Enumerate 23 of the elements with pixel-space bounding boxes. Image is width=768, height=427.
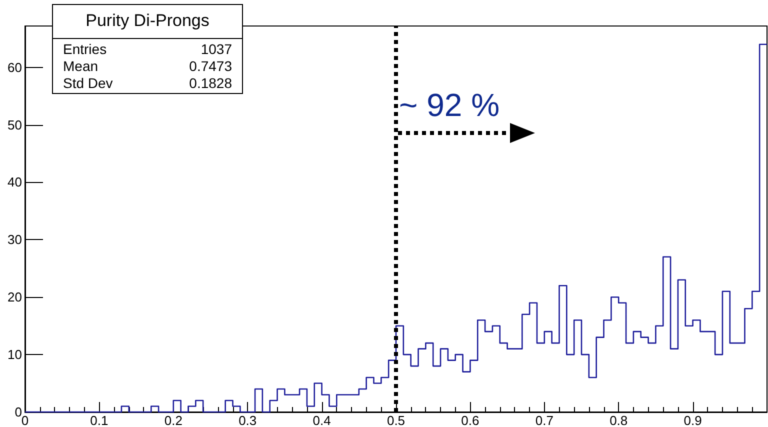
x-tick-label: 0.8	[610, 413, 628, 427]
annotation: ~ 92 %	[399, 87, 500, 124]
y-tick-label: 20	[8, 290, 22, 305]
x-tick-label: 0.5	[386, 413, 406, 427]
y-tick-label: 50	[8, 117, 22, 132]
x-tick-label: 0.2	[164, 413, 182, 427]
x-tick-label: 0.9	[684, 413, 702, 427]
x-tick-label: 0.1	[90, 413, 108, 427]
x-tick-label: 0.4	[312, 413, 331, 427]
annotation: 0.1828	[189, 75, 232, 92]
annotation: 1037	[200, 41, 232, 58]
y-tick-label: 10	[8, 347, 22, 362]
annotation: 0.7473	[189, 58, 232, 75]
x-tick-label: 0.3	[238, 413, 257, 427]
annotation: Std Dev	[63, 75, 113, 92]
x-tick-label: 0.7	[535, 413, 554, 427]
x-tick-label: 0.6	[461, 413, 480, 427]
chart-title: Purity Di-Prongs	[53, 5, 242, 39]
annotation: Mean	[63, 58, 98, 75]
y-tick-label: 60	[8, 60, 22, 75]
y-tick-label: 40	[8, 174, 22, 190]
annotation: Entries	[63, 41, 107, 58]
y-tick-label: 30	[8, 232, 22, 248]
